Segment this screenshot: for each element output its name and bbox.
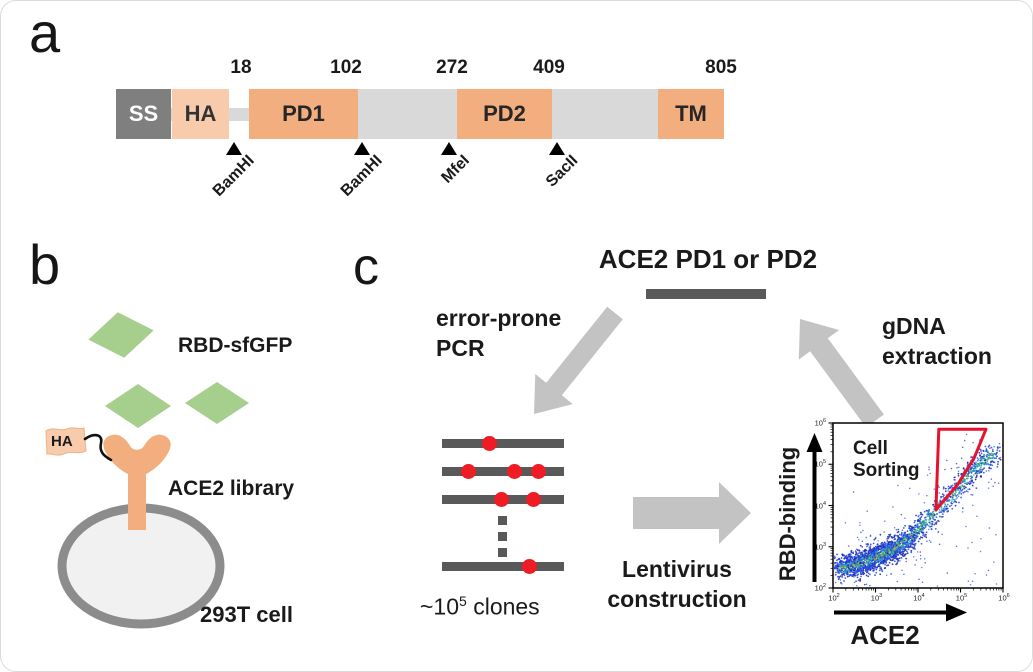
x-axis-label: ACE2 (850, 620, 920, 650)
panel-a-label: a (29, 1, 61, 64)
pd-fragment-bar (646, 289, 766, 299)
ellipsis-square (498, 516, 507, 525)
ace2-library-label: ACE2 library (168, 477, 295, 500)
x-axis-arrow (834, 603, 967, 622)
restriction-site-label: SacII (542, 152, 582, 191)
clone-mutation-dot (530, 464, 546, 479)
restriction-site-marker (226, 142, 242, 155)
tick-label-10e2: 102 (828, 593, 840, 603)
y-axis-label: RBD-binding (775, 446, 800, 582)
panel-b-label: b (29, 233, 61, 296)
clone-count-label: ~105 clones (420, 593, 540, 620)
lentivirus-label: Lentivirus construction (607, 556, 747, 612)
gdna-extraction-label: gDNA extraction (882, 313, 992, 369)
clone-mutation-dot (521, 559, 537, 574)
arrow-gdna-extraction (798, 319, 884, 428)
tick-label-10e3: 103 (814, 541, 826, 552)
domain-box-TM: TM (658, 89, 724, 139)
restriction-site-label: BamHI (210, 152, 259, 200)
scatter-points (834, 433, 1002, 587)
tick-label-10e2: 102 (814, 583, 826, 593)
tick-label-10e4: 104 (814, 500, 826, 510)
error-prone-pcr-label: error-prone PCR (436, 305, 562, 361)
clone-line (442, 562, 564, 571)
rbd-sfgfp-diamonds (88, 312, 249, 428)
clone-mutation-dot (460, 464, 476, 479)
ace2-receptor-shape (103, 434, 171, 530)
rbd-sfgfp-label: RBD-sfGFP (178, 334, 293, 357)
ha-tag-label: HA (51, 433, 73, 450)
sorting-gate (934, 427, 988, 512)
workflow-arrows (534, 306, 884, 544)
tick-label-10e3: 103 (870, 593, 883, 603)
residue-number: 272 (436, 57, 468, 78)
clone-mutation-dot (525, 492, 541, 507)
domain-connector (229, 108, 249, 121)
cell-293t-shape (57, 503, 225, 629)
ha-linker-squiggle (83, 433, 113, 462)
residue-number: 18 (230, 57, 252, 78)
restriction-site-marker (549, 142, 565, 155)
cell-sorting-annotation: Cell Sorting (853, 438, 920, 481)
pd-fragment-title: ACE2 PD1 or PD2 (598, 244, 818, 274)
restriction-site-marker (441, 142, 457, 155)
clone-mutation-dot (481, 436, 497, 451)
residue-number: 805 (705, 57, 737, 78)
tick-label-10e4: 104 (913, 593, 925, 603)
rbd-sfgfp-diamond (185, 382, 249, 424)
tick-label-10e5: 105 (814, 459, 826, 469)
restriction-site-label: BamHI (338, 152, 387, 200)
rbd-sfgfp-diamond (88, 312, 154, 358)
restriction-site-label: MfeI (438, 152, 474, 187)
arrow-lentivirus (633, 482, 751, 544)
restriction-site-marker (354, 142, 370, 155)
residue-number: 102 (330, 57, 362, 78)
residue-number: 409 (533, 57, 565, 78)
clone-mutation-dot (493, 492, 509, 507)
domain-box-SS: SS (116, 89, 171, 139)
domain-box-HA: HA (172, 89, 229, 139)
tick-label-10e5: 105 (955, 593, 968, 603)
domain-box-PD2: PD2 (457, 89, 552, 139)
rbd-sfgfp-diamond (105, 384, 171, 428)
tick-label-10e6: 106 (998, 593, 1010, 603)
tick-label-10e6: 106 (814, 418, 826, 428)
domain-connector (167, 108, 175, 121)
domain-box-PD1: PD1 (249, 89, 358, 139)
clone-line (442, 467, 564, 476)
clone-mutation-dot (506, 464, 522, 479)
cell-293t-label: 293T cell (200, 602, 293, 627)
ellipsis-square (498, 532, 507, 541)
panel-c-label: c (353, 238, 379, 296)
clone-line (442, 439, 564, 448)
ellipsis-square (498, 548, 507, 557)
